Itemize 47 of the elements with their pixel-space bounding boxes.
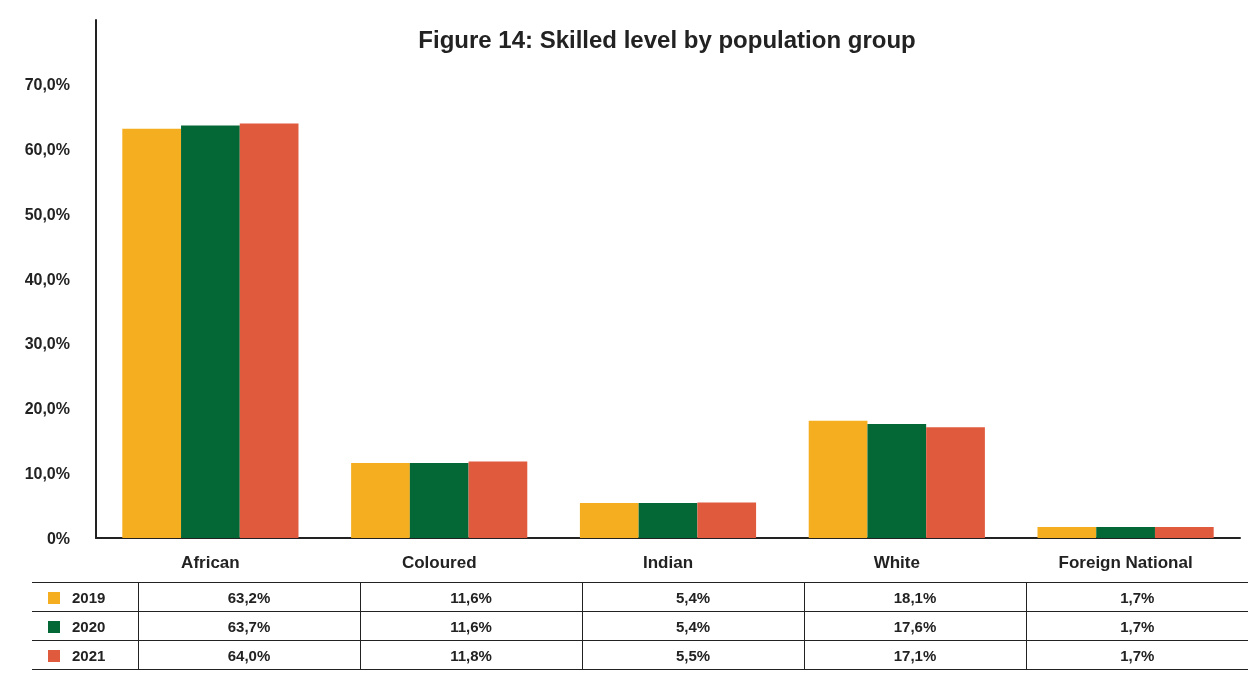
- data-label: 5,4%: [582, 582, 804, 612]
- bar: [638, 503, 698, 538]
- data-label: 5,4%: [582, 611, 804, 641]
- x-tick-label: Indian: [642, 553, 694, 572]
- y-tick-label: 60,0%: [24, 141, 70, 158]
- data-label: 11,6%: [360, 582, 582, 612]
- chart-title: Figure 14: Skilled level by population group: [418, 25, 916, 53]
- bar: [468, 461, 528, 538]
- bar: [181, 125, 240, 538]
- legend-label: 2019: [32, 582, 138, 612]
- legend-label: 2020: [32, 611, 138, 641]
- data-label: 64,0%: [138, 640, 360, 670]
- data-label: 63,2%: [138, 582, 360, 612]
- y-tick-label: 10,0%: [24, 464, 70, 482]
- bar: [697, 502, 757, 538]
- data-label: 63,7%: [138, 611, 360, 641]
- bar: [867, 424, 927, 538]
- bar: [1096, 526, 1155, 538]
- y-tick-label: 70,0%: [24, 76, 70, 94]
- y-tick-label: 20,0%: [24, 400, 70, 417]
- data-label: 1,7%: [1026, 582, 1248, 612]
- x-tick-label: Foreign National: [1058, 553, 1193, 572]
- data-label: 1,7%: [1026, 611, 1248, 641]
- bar: [579, 503, 639, 538]
- y-tick-label: 0%: [46, 529, 70, 547]
- y-tick-label: 40,0%: [24, 270, 70, 288]
- data-label: 1,7%: [1026, 640, 1248, 670]
- bar: [1154, 526, 1214, 538]
- data-label: 11,8%: [360, 640, 582, 670]
- x-tick-label: White: [873, 553, 920, 572]
- data-label: 17,6%: [804, 611, 1026, 641]
- x-tick-label: Coloured: [401, 553, 477, 572]
- y-tick-label: 50,0%: [24, 205, 70, 223]
- bar: [409, 462, 469, 538]
- x-tick-label: African: [181, 553, 240, 572]
- bar: [351, 462, 410, 538]
- bar: [239, 123, 299, 538]
- y-tick-label: 30,0%: [24, 335, 70, 353]
- data-label: 5,5%: [582, 640, 804, 670]
- bar: [122, 128, 182, 538]
- bar: [926, 427, 985, 538]
- bar: [808, 420, 868, 538]
- data-label: 11,6%: [360, 611, 582, 641]
- bar: [1037, 526, 1097, 538]
- data-label: 17,1%: [804, 640, 1026, 670]
- data-label: 18,1%: [804, 582, 1026, 612]
- legend-label: 2021: [32, 640, 138, 670]
